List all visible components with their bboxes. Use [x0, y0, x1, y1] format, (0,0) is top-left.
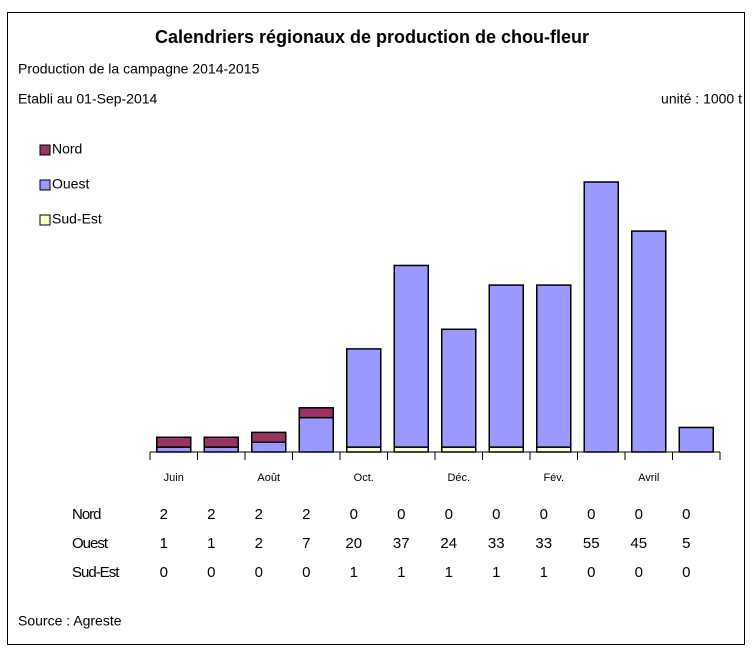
table-cell: 33	[535, 535, 552, 552]
table-cell: 7	[302, 535, 310, 552]
table-cell: 0	[635, 506, 643, 523]
bar	[678, 426, 714, 453]
table-cell: 5	[682, 535, 690, 552]
table-cell: 1	[492, 564, 500, 581]
table-cell: 2	[160, 506, 168, 523]
table-cell: 0	[587, 506, 595, 523]
table-row-label: Ouest	[72, 535, 109, 552]
legend-label: Ouest	[52, 176, 89, 192]
bar	[441, 328, 477, 448]
table-cell: 0	[635, 564, 643, 581]
table-cell: 0	[350, 506, 358, 523]
unit-note: unité : 1000 t	[661, 91, 742, 107]
table-cell: 0	[540, 506, 548, 523]
table-cell: 2	[255, 535, 263, 552]
x-tick-label: Fév.	[543, 472, 564, 484]
table-cell: 37	[393, 535, 410, 552]
bar	[631, 230, 667, 453]
bar	[203, 436, 239, 448]
table-cell: 1	[397, 564, 405, 581]
table-cell: 0	[682, 506, 690, 523]
table-cell: 2	[255, 506, 263, 523]
bar	[298, 407, 334, 419]
bar	[536, 284, 572, 448]
frame	[7, 12, 745, 645]
x-tick-label: Août	[257, 472, 280, 484]
table-cell: 1	[207, 535, 215, 552]
table-cell: 0	[682, 564, 690, 581]
x-tick-label: Avril	[638, 472, 659, 484]
bar	[393, 264, 429, 448]
table-cell: 1	[350, 564, 358, 581]
bar	[298, 416, 334, 453]
legend-swatch	[39, 214, 51, 226]
table-cell: 24	[440, 535, 457, 552]
table-cell: 0	[492, 506, 500, 523]
table-cell: 1	[160, 535, 168, 552]
legend-swatch	[39, 144, 51, 156]
subtitle: Production de la campagne 2014-2015	[18, 61, 260, 77]
x-tick-label: Oct.	[354, 472, 374, 484]
table-cell: 20	[345, 535, 362, 552]
bar	[251, 441, 287, 453]
table-cell: 2	[302, 506, 310, 523]
legend-swatch	[39, 179, 51, 191]
legend-label: Sud-Est	[52, 211, 102, 227]
table-row-label: Sud-Est	[72, 564, 120, 581]
date-note: Etabli au 01-Sep-2014	[18, 91, 158, 107]
table-cell: 0	[255, 564, 263, 581]
table-cell: 1	[540, 564, 548, 581]
bar	[251, 431, 287, 443]
table-cell: 0	[587, 564, 595, 581]
table-cell: 1	[445, 564, 453, 581]
table-cell: 33	[488, 535, 505, 552]
chart-title: Calendriers régionaux de production de c…	[155, 27, 589, 47]
table-cell: 55	[583, 535, 600, 552]
table-cell: 45	[630, 535, 647, 552]
bar	[156, 436, 192, 448]
x-tick-label: Juin	[164, 472, 184, 484]
table-cell: 0	[160, 564, 168, 581]
table-row-label: Nord	[72, 506, 101, 523]
bar	[346, 348, 382, 448]
table-cell: 0	[302, 564, 310, 581]
source: Source : Agreste	[18, 613, 122, 629]
x-tick-label: Déc.	[447, 472, 470, 484]
table-cell: 0	[207, 564, 215, 581]
bar	[488, 284, 524, 448]
bar	[583, 181, 619, 453]
table-cell: 0	[397, 506, 405, 523]
table-cell: 0	[445, 506, 453, 523]
legend-label: Nord	[52, 141, 82, 157]
table-cell: 2	[207, 506, 215, 523]
